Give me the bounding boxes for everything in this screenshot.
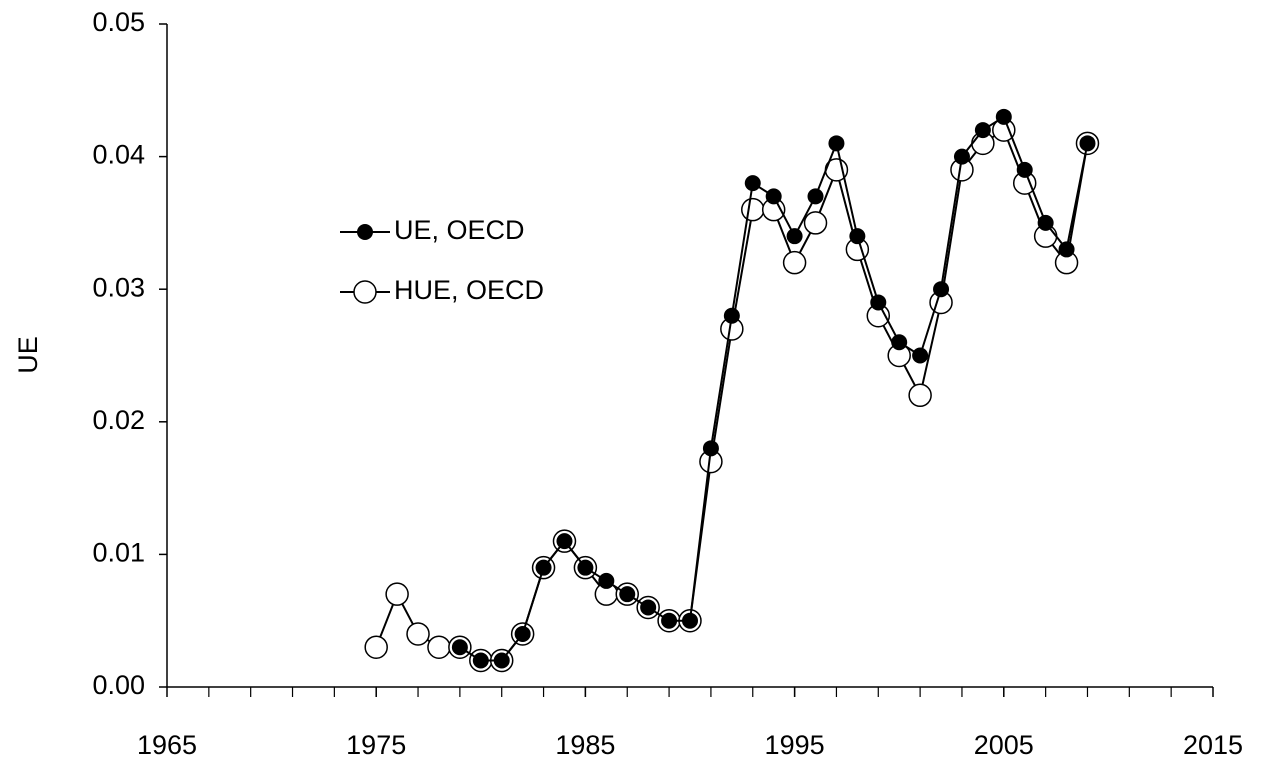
y-tick-label: 0.05 <box>92 7 145 37</box>
y-tick-label: 0.01 <box>92 538 145 568</box>
x-tick-label: 1965 <box>137 730 197 760</box>
point <box>535 559 552 576</box>
legend-marker <box>357 224 373 240</box>
point <box>803 211 828 235</box>
point <box>598 572 615 589</box>
series-line <box>375 128 1089 662</box>
x-tick-label: 1995 <box>765 730 825 760</box>
point <box>1058 241 1075 258</box>
point <box>744 175 761 192</box>
y-tick-label: 0.03 <box>92 272 145 302</box>
x-tick-label: 2005 <box>974 730 1034 760</box>
point <box>807 188 824 205</box>
legend-label: HUE, OECD <box>394 275 544 305</box>
point <box>619 586 636 603</box>
point <box>385 582 409 606</box>
point <box>849 228 866 245</box>
point <box>702 440 719 457</box>
point <box>870 294 887 311</box>
x-tick-label: 1975 <box>346 730 406 760</box>
legend-label: UE, OECD <box>394 215 525 245</box>
point <box>974 122 991 139</box>
point <box>891 334 908 351</box>
point <box>723 307 740 324</box>
point <box>682 612 698 629</box>
x-tick-label: 1985 <box>555 730 615 760</box>
point <box>577 559 594 576</box>
point <box>427 635 451 659</box>
point <box>472 652 489 669</box>
point <box>661 612 678 629</box>
point <box>953 148 970 165</box>
point <box>556 533 573 550</box>
y-tick-label: 0.04 <box>92 140 145 170</box>
point <box>828 135 845 152</box>
point <box>493 652 510 669</box>
point <box>1079 135 1096 152</box>
point <box>1016 161 1033 178</box>
point <box>514 625 531 642</box>
y-tick-label: 0.02 <box>92 405 145 435</box>
point <box>1037 214 1054 231</box>
point <box>640 599 657 616</box>
point <box>741 197 765 222</box>
point <box>765 188 782 205</box>
point <box>451 639 468 656</box>
point <box>406 622 430 646</box>
x-tick-label: 2015 <box>1183 730 1243 760</box>
point <box>995 108 1012 125</box>
point <box>912 347 929 364</box>
point <box>908 383 932 408</box>
y-axis-label: UE <box>13 336 43 374</box>
point <box>782 250 807 275</box>
point <box>364 635 388 659</box>
point <box>933 281 950 298</box>
point <box>786 228 803 245</box>
legend-marker <box>353 280 377 304</box>
y-tick-label: 0.00 <box>92 670 145 700</box>
